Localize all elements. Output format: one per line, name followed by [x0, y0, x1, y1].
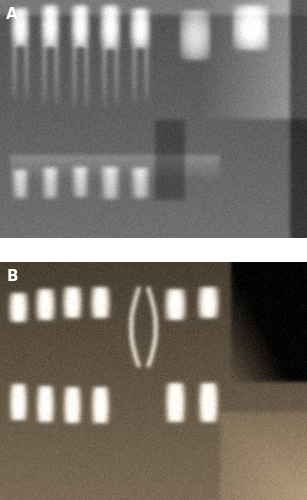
- Text: A: A: [6, 7, 18, 22]
- Text: B: B: [6, 269, 18, 284]
